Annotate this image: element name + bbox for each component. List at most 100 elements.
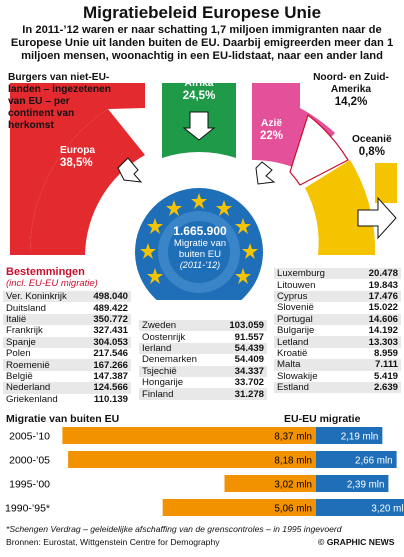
destination-country: Tsjechië [142,365,177,377]
label-europa-name: Europa [60,145,96,156]
destination-country: Griekenland [6,393,58,405]
center-total: 1.665.900 [173,224,227,238]
destination-country: Litouwen [277,279,316,291]
destination-row: Luxemburg 20.478 [274,268,401,280]
destination-row: Denemarken 54.409 [139,354,267,365]
series-label-eu: EU-EU migratie [284,413,361,425]
destination-row: Estland 2.639 [274,381,401,394]
destination-row: Roemenië 167.266 [3,359,131,371]
destination-value: 54.409 [234,354,264,366]
destination-country: Estland [277,382,309,394]
bar-extra-eu [162,499,316,516]
destination-row: Spanje 304.053 [3,336,131,348]
destination-value: 124.566 [93,382,128,394]
destination-country: Duitsland [6,302,46,314]
arrow-oceanie [357,196,397,240]
bar-eu-eu-label: 2,66 mln [355,456,393,467]
label-oceanie-value: 0,8% [358,146,385,158]
label-amerika-name: Noord- en Zuid-Amerika [313,72,389,95]
destination-row: Finland 31.278 [139,388,267,400]
segment-europa-flank [10,83,145,255]
destination-country: Letland [277,336,309,348]
bar-eu-eu [316,427,383,444]
destination-country: Ver. Koninkrijk [6,291,67,303]
destination-country: Malta [277,359,301,371]
destination-value: 8.959 [373,347,398,359]
year-label: 2005-’10 [9,431,50,443]
intro-text: In 2011-’12 waren er naar schatting 1,7 … [10,24,394,63]
destination-row: Ver. Koninkrijk 498.040 [3,291,131,303]
destination-row: Tsjechië 34.337 [139,365,267,377]
destination-value: 327.431 [93,325,128,337]
destination-row: Litouwen 19.843 [274,279,401,291]
migration-bar-chart: 2005-’10 8,37 mln 2,19 mln 2000-’05 8,18 mln… [5,427,404,516]
label-afrika-value: 24,5% [182,90,216,102]
bar-extra-eu-label: 8,37 mln [274,432,312,443]
bar-extra-eu-label: 5,06 mln [274,504,312,515]
destinations-table-middle: Zweden 103.059 Oostenrijk 91.557 Ierland 54.4… [139,320,267,400]
destination-value: 167.266 [93,359,128,371]
label-europa: Europa 38,5% [60,145,95,169]
destination-country: Bulgarije [277,325,315,337]
bar-extra-eu [224,475,316,492]
label-amerika-value: 14,2% [334,96,368,108]
destination-value: 91.557 [234,331,264,343]
destinations-table-right: Luxemburg 20.478 Litouwen 19.843 Cyprus 17.47… [274,268,401,394]
bar-extra-eu-label: 8,18 mln [274,456,312,467]
destination-value: 15.022 [368,302,398,314]
destination-row: Slowakije 5.419 [274,371,401,382]
destination-country: Hongarije [142,377,184,389]
destination-value: 5.419 [373,370,398,382]
origins-intro-label: Burgers van niet-EU-landen – ingezetenen… [8,72,112,131]
label-oceanie-name: Oceanië [352,134,392,145]
page-title: Migratiebeleid Europese Unie [82,3,322,22]
destination-country: Cyprus [277,290,308,302]
arrow-europa [117,157,143,183]
destination-value: 498.040 [93,291,128,303]
destination-row: Griekenland 110.139 [3,394,131,405]
bar-eu-eu-label: 3,20 mln [371,504,404,515]
origin-arc-chart [10,83,397,300]
destination-value: 350.772 [93,313,128,325]
destination-country: België [6,370,33,382]
destination-row: Portugal 14.606 [274,313,401,325]
destination-country: Slowakije [277,370,318,382]
center-period: (2011-’12) [179,260,221,270]
credit: © GRAPHIC NEWS [318,537,395,547]
destinations-heading: Bestemmingen [6,266,85,278]
destination-country: Luxemburg [277,268,325,280]
destination-row: Hongarije 33.702 [139,377,267,388]
destinations-table-left: Ver. Koninkrijk 498.040 Duitsland 489.422 It… [3,291,131,405]
destination-row: Malta 7.111 [274,359,401,371]
destination-row: Cyprus 17.476 [274,290,401,303]
destination-country: Denemarken [142,354,197,366]
destination-row: Duitsland 489.422 [3,302,131,314]
destination-value: 13.303 [368,336,398,348]
destination-row: Zweden 103.059 [139,320,267,332]
destination-row: Polen 217.546 [3,348,131,359]
bar-eu-eu-label: 2,39 mln [347,480,385,491]
label-azie: Azië 22% [260,118,283,142]
bar-eu-eu [316,499,404,516]
center-line1: Migratie van [173,238,227,249]
destination-value: 147.387 [93,370,128,382]
destination-country: Oostenrijk [142,331,186,343]
destination-row: Nederland 124.566 [3,382,131,394]
destination-value: 19.843 [368,279,398,291]
year-label: 1990-’95* [5,503,50,515]
year-label: 1995-’00 [9,479,50,491]
segment-europa [29,109,145,255]
label-europa-value: 38,5% [60,157,93,169]
bar-eu-eu-label: 2,19 mln [341,432,379,443]
center-text: 1.665.900 Migratie van buiten EU (2011-’… [160,224,240,270]
destination-value: 20.478 [368,268,398,280]
bar-eu-eu [316,475,389,492]
segment-oceanie-tail [375,163,397,203]
destination-value: 103.059 [229,320,264,332]
source: Bronnen: Eurostat, Wittgenstein Centre f… [6,537,220,547]
destination-value: 304.053 [93,336,128,348]
year-label: 2000-’05 [9,455,50,467]
destination-country: Finland [142,388,174,400]
series-label-extra: Migratie van buiten EU [6,413,120,425]
destination-row: Ierland 54.439 [139,342,267,355]
